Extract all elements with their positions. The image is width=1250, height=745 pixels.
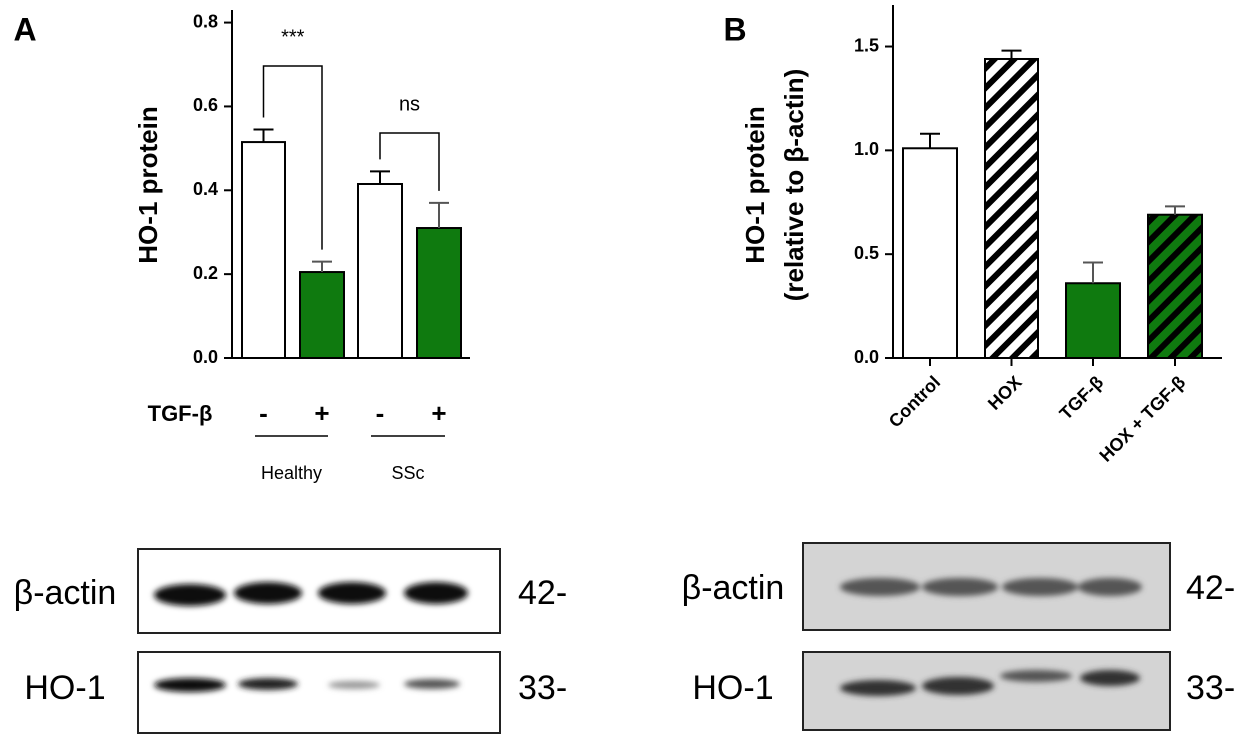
panel-label: A xyxy=(13,11,36,47)
blot-marker: 33- xyxy=(518,669,567,707)
y-tick-label: 0.2 xyxy=(193,263,218,283)
y-tick-label: 0.5 xyxy=(854,243,879,263)
bar xyxy=(357,183,403,359)
blot-row-label: HO-1 xyxy=(24,669,105,707)
blot-marker: 42- xyxy=(1186,569,1235,607)
bar xyxy=(241,141,286,359)
y-tick-label: 0.4 xyxy=(193,179,218,199)
bar xyxy=(1147,213,1203,359)
significance-bracket xyxy=(379,132,440,191)
x-tick-label: Control xyxy=(885,372,944,431)
y-tick-label: 1.5 xyxy=(854,35,879,55)
error-bar xyxy=(429,201,449,229)
bar xyxy=(299,271,345,359)
error-bar xyxy=(370,170,390,184)
blot-row-label: β-actin xyxy=(682,569,785,607)
error-bar xyxy=(1165,205,1185,215)
blot-row-label: β-actin xyxy=(14,574,117,612)
x-tick-label: - xyxy=(259,398,268,428)
x-tick-label: + xyxy=(314,398,329,428)
blot-marker: 33- xyxy=(1186,669,1235,707)
x-tick-label: + xyxy=(431,398,446,428)
row-label: TGF-β xyxy=(148,401,213,426)
error-bar xyxy=(253,128,274,143)
y-tick-label: 0.0 xyxy=(854,347,879,367)
y-axis-label: HO-1 protein xyxy=(740,106,770,263)
blot-row-label: HO-1 xyxy=(692,669,773,707)
bar xyxy=(1065,282,1121,360)
y-tick-label: 0.6 xyxy=(193,95,218,115)
y-axis-label: HO-1 protein xyxy=(133,106,163,263)
error-bar xyxy=(920,132,940,149)
significance-annotation: ns xyxy=(399,93,420,115)
blot-b xyxy=(802,542,1171,731)
x-tick-label: TGF-β xyxy=(1056,372,1108,424)
group-label: Healthy xyxy=(261,463,322,483)
y-tick-label: 1.0 xyxy=(854,139,879,159)
x-tick-label: - xyxy=(376,398,385,428)
blot-a xyxy=(137,548,501,734)
bar xyxy=(416,227,462,359)
panel-label: B xyxy=(723,11,746,47)
significance-annotation: *** xyxy=(281,26,305,48)
blot-marker: 42- xyxy=(518,574,567,612)
bar xyxy=(984,57,1039,360)
error-bar xyxy=(312,260,332,273)
x-tick-label: HOX + TGF-β xyxy=(1095,372,1189,466)
y-tick-label: 0.0 xyxy=(193,347,218,367)
group-label: SSc xyxy=(391,463,424,483)
x-tick-label: HOX xyxy=(984,372,1026,414)
y-tick-label: 0.8 xyxy=(193,11,218,31)
significance-bracket xyxy=(262,65,323,250)
error-bar xyxy=(1083,261,1103,284)
bar xyxy=(902,147,958,359)
y-axis-label: (relative to β-actin) xyxy=(779,69,809,302)
error-bar xyxy=(1001,49,1022,59)
